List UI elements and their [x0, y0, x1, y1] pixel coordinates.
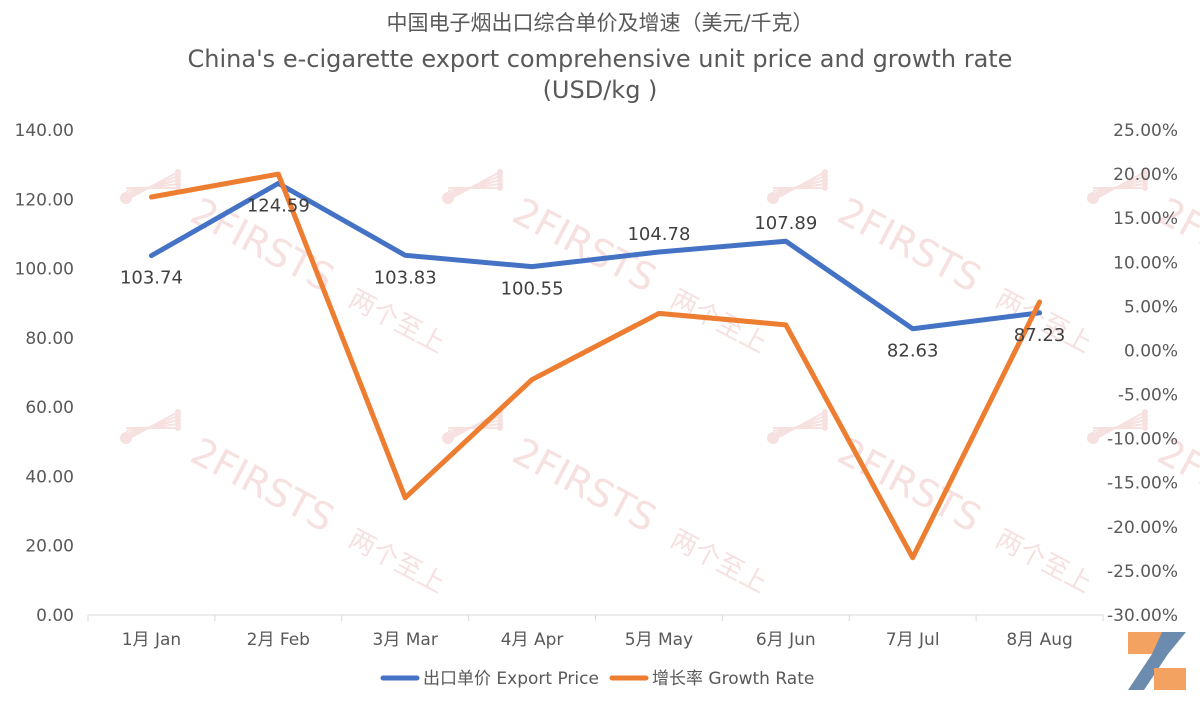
- legend: 出口单价 Export Price 增长率 Growth Rate: [380, 669, 814, 689]
- y-right-tick-label: -20.00%: [1107, 518, 1178, 538]
- chart-title: 中国电子烟出口综合单价及增速（美元/千克）: [386, 11, 813, 35]
- data-label: 103.74: [120, 268, 183, 289]
- y-right-tick-label: 0.00%: [1124, 341, 1178, 361]
- x-tick-label: 5月 May: [625, 630, 693, 650]
- data-label: 124.59: [247, 195, 310, 216]
- x-tick-label: 1月 Jan: [122, 630, 181, 650]
- y-right-tick-label: 15.00%: [1113, 209, 1178, 229]
- legend-label: 出口单价 Export Price: [423, 669, 599, 689]
- x-axis: 1月 Jan 2月 Feb 3月 Mar 4月 Apr 5月 May 6月 Jun 7月 J…: [87, 615, 1104, 650]
- y-axis-left: 0.00 20.00 40.00 60.00 80.00 100.00 120.00 140.…: [15, 121, 74, 626]
- data-label: 104.78: [627, 224, 690, 245]
- y-left-tick-label: 120.00: [15, 190, 74, 210]
- y-right-tick-label: 5.00%: [1124, 297, 1178, 317]
- y-left-tick-label: 40.00: [25, 467, 74, 487]
- series-line-0: [148, 180, 1043, 332]
- data-label: 82.63: [887, 341, 939, 362]
- watermark-brand-cn: 两个至上: [991, 524, 1097, 599]
- watermark-brand: 2FIRSTS: [1151, 189, 1200, 301]
- watermark-brand: 2FIRSTS: [506, 429, 664, 541]
- x-tick-label: 8月 Aug: [1006, 630, 1072, 650]
- y-left-tick-label: 80.00: [25, 329, 74, 349]
- x-tick-label: 3月 Mar: [373, 630, 438, 650]
- y-right-tick-label: -5.00%: [1118, 386, 1178, 406]
- watermark-brand: 2FIRSTS: [184, 429, 342, 541]
- data-label: 87.23: [1014, 325, 1066, 346]
- y-right-tick-label: -10.00%: [1107, 430, 1178, 450]
- x-tick-label: 4月 Apr: [501, 630, 564, 650]
- y-left-tick-label: 20.00: [25, 537, 74, 557]
- y-right-tick-label: 10.00%: [1113, 253, 1178, 273]
- y-right-tick-label: -30.00%: [1107, 606, 1178, 626]
- watermark-brand-cn: 两个至上: [666, 524, 772, 599]
- series-line-1: [148, 171, 1043, 561]
- data-label: 100.55: [501, 279, 564, 300]
- series-layer: [148, 171, 1043, 561]
- y-left-tick-label: 0.00: [36, 606, 74, 626]
- watermark-brand-cn: 两个至上: [344, 284, 450, 359]
- y-axis-right: -30.00% -25.00% -20.00% -15.00% -10.00% -5.00…: [1107, 121, 1178, 626]
- data-label: 107.89: [754, 213, 817, 234]
- y-left-tick-label: 100.00: [15, 260, 74, 280]
- data-labels: 103.74 124.59 103.83 100.55 104.78 107.89 82.6…: [120, 195, 1065, 361]
- y-right-tick-label: 25.00%: [1113, 121, 1178, 141]
- data-label: 103.83: [374, 267, 437, 288]
- watermark-brand-cn: 两个至上: [344, 524, 450, 599]
- y-right-tick-label: 20.00%: [1113, 165, 1178, 185]
- x-tick-label: 6月 Jun: [756, 630, 816, 650]
- x-tick-label: 7月 Jul: [886, 630, 940, 650]
- chart-subtitle-line1: China's e-cigarette export comprehensive…: [188, 45, 1013, 73]
- watermark-brand-cn: 两个至上: [991, 284, 1097, 359]
- x-tick-label: 2月 Feb: [247, 630, 310, 650]
- watermark-brand: 2FIRSTS: [831, 189, 989, 301]
- y-left-tick-label: 60.00: [25, 398, 74, 418]
- chart-subtitle-line2: (USD/kg ): [543, 76, 658, 104]
- 2firsts-logo-icon: [1128, 632, 1186, 690]
- legend-label: 增长率 Growth Rate: [652, 669, 814, 689]
- y-left-tick-label: 140.00: [15, 121, 74, 141]
- y-right-tick-label: -15.00%: [1107, 474, 1178, 494]
- y-right-tick-label: -25.00%: [1107, 562, 1178, 582]
